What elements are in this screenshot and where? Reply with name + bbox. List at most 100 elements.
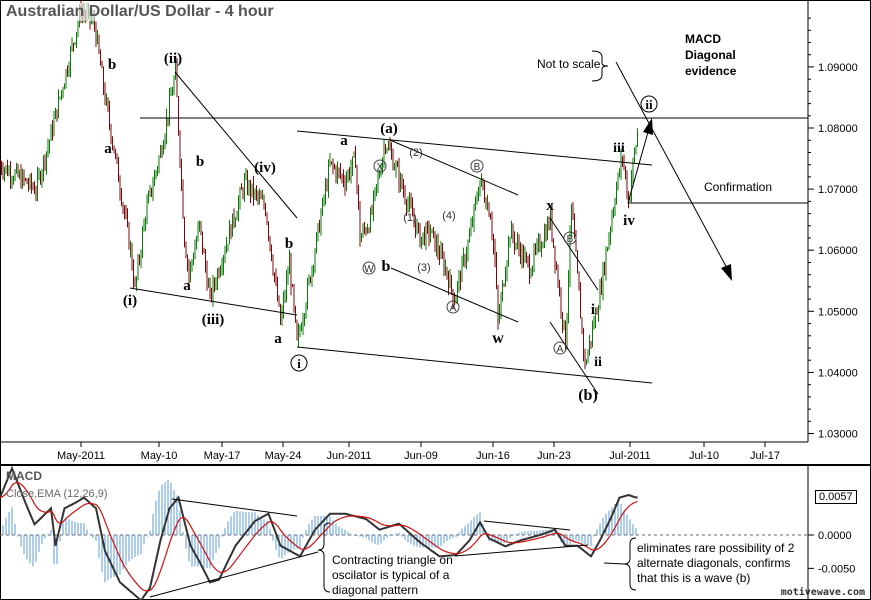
note-line: that this is a wave (b) [637,571,751,585]
time-axis[interactable]: May-2011 May-10 May-17 May-24 Jun-2011 Jun-09… [57,442,780,462]
note-line: MACD [685,32,721,46]
macd-note: MACD Diagonal evidence [685,31,736,79]
wave-label: ii [645,97,653,112]
arrowhead-icon [721,264,732,281]
price-axis[interactable]: 1.03000 1.04000 1.05000 1.06000 1.07000 1.080… [808,17,858,575]
wave-label: (1) [403,212,416,224]
time-tick-label: Jul-10 [689,450,719,462]
time-tick-label: May-24 [265,450,302,462]
wave-label: (3) [417,262,430,274]
time-tick-label: May-10 [141,450,178,462]
wave-label: A [557,344,564,355]
wave-label: B [567,234,574,245]
not-to-scale-label: Not to scale [537,57,601,71]
wave-label: iv [623,213,635,229]
trendline [174,71,298,219]
wave-label: w [492,330,504,347]
macd-title: MACD [6,469,42,483]
chart-title: Australian Dollar/US Dollar - 4 hour [6,3,274,21]
time-tick-label: Jul-17 [750,450,780,462]
macd-subtitle: Close,EMA (12,26,9) [6,488,108,500]
time-tick-label: Jun-16 [476,450,510,462]
wave-label: (a) [380,121,398,137]
trendline [549,217,599,291]
note-line: oscilator is typical of a [332,568,450,582]
wave-label: X [377,162,384,173]
wave-label: (b) [578,387,598,404]
wave-label: a [274,331,282,347]
macd-trendline [171,498,298,517]
brace-icon [591,50,609,82]
wave-label: (ii) [164,51,182,67]
wave-label: a [104,141,112,157]
note-line: evidence [685,64,737,78]
brace-icon [623,537,637,591]
wave-label: (i) [123,293,137,309]
macd-line [0,465,638,600]
wave-label: (iii) [202,312,225,328]
time-tick-label: Jul-2011 [609,450,650,462]
wave-label: i [297,356,301,371]
trendline [549,321,599,395]
wave-label: (iv) [254,160,276,176]
trendline [389,139,519,196]
projection-arrow-line [627,131,649,204]
time-tick-label: May-17 [204,450,241,462]
confirmation-label: Confirmation [704,180,773,194]
watermark: motivewave.com [780,587,865,598]
projection-arrow-line [615,61,729,271]
wave-label: B [474,162,481,173]
wave-label: a [183,278,191,294]
trendline [296,346,653,384]
trendlines [129,50,808,598]
wave-label: iii [613,141,625,156]
note-line: Diagonal [685,48,736,62]
wave-label: W [364,264,374,275]
circle-markers [290,95,658,372]
macd-trendline [149,551,319,598]
price-tick-label: 1.04000 [818,367,858,379]
time-tick-label: May-2011 [57,450,105,462]
price-tick-label: 1.07000 [818,184,858,196]
arrowhead-icon [643,118,653,135]
wave-label: i [591,302,595,318]
wave-label: x [546,198,554,214]
trendline [296,130,653,166]
alternate-note: eliminates rare possibility of 2 alterna… [637,541,794,586]
wave-label: b [108,57,116,73]
price-tick-label: 1.09000 [818,62,858,74]
wave-label: A [450,303,457,314]
macd-trendline [454,544,589,557]
wave-label: (2) [409,147,422,159]
note-line: diagonal pattern [332,583,419,597]
triangle-note: Contracting triangle on oscilator is typ… [332,553,453,598]
macd-last-value: 0.0057 [815,490,857,504]
wave-label: (4) [442,210,455,222]
macd-trendline [483,520,571,531]
brace-icon [317,522,331,593]
price-bars [0,0,638,370]
note-line: eliminates rare possibility of 2 [637,541,795,555]
time-tick-label: Jun-09 [404,450,438,462]
pointer-line [603,562,625,565]
price-tick-label: 1.08000 [818,123,858,135]
price-tick-label: 1.06000 [818,245,858,257]
signal-line [0,481,638,592]
time-tick-label: Jun-2011 [326,450,371,462]
trendline [390,267,519,323]
time-tick-label: Jun-23 [537,450,571,462]
trendline [129,287,298,316]
note-line: alternate diagonals, confirms [637,556,791,570]
wave-label: ii [594,355,602,370]
wave-label: b [382,258,391,275]
price-tick-label: 1.05000 [818,306,858,318]
price-tick-label: 1.03000 [818,429,858,441]
note-line: Contracting triangle on [332,553,453,567]
wave-label: b [285,236,293,252]
macd-tick-label: -0.0050 [818,563,855,575]
wave-label: b [196,154,204,170]
macd-tick-label: 0.0000 [818,530,852,542]
wave-label: a [340,133,348,149]
